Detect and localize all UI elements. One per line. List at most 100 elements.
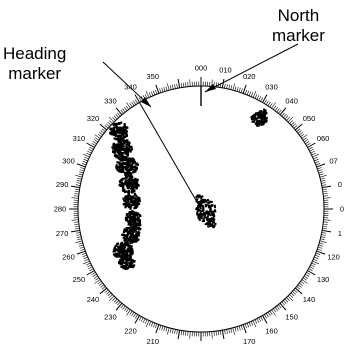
echo-speck xyxy=(131,180,134,183)
echo-speck xyxy=(210,219,213,222)
echo-speck xyxy=(133,219,136,222)
echo-speck xyxy=(118,128,122,131)
echo-speck xyxy=(200,217,203,220)
echo-speck xyxy=(200,205,203,208)
echo-speck xyxy=(113,148,116,151)
echo-speck xyxy=(122,137,125,140)
echo-speck xyxy=(263,108,266,111)
bearing-tick xyxy=(152,322,156,328)
bearing-tick xyxy=(281,301,285,306)
bearing-tick xyxy=(100,284,105,288)
bearing-tick xyxy=(286,117,290,121)
echo-speck xyxy=(132,211,135,214)
echo-speck xyxy=(130,195,133,198)
echo-speck xyxy=(260,114,263,117)
bearing-tick xyxy=(286,297,290,301)
bearing-tick xyxy=(246,90,250,96)
echo-speck xyxy=(120,170,123,173)
bearing-tick xyxy=(240,325,243,330)
echo-speck xyxy=(261,116,263,119)
bearing-tick xyxy=(167,83,170,91)
bearing-tick xyxy=(310,264,315,268)
echo-speck xyxy=(120,265,123,269)
echo-speck xyxy=(133,260,136,263)
echo-speck xyxy=(213,221,216,224)
echo-speck xyxy=(200,216,203,219)
bearing-tick xyxy=(101,128,106,132)
bearing-tick xyxy=(148,92,152,97)
echo-speck xyxy=(138,213,141,217)
bearing-tick xyxy=(211,331,213,339)
echo-speck xyxy=(126,243,130,246)
echo-speck xyxy=(124,267,127,270)
echo-speck xyxy=(128,262,131,265)
echo-speck xyxy=(132,220,135,223)
bearing-tick xyxy=(228,84,230,90)
bearing-tick xyxy=(131,311,135,317)
echo-speck xyxy=(118,150,121,153)
bearing-label: 010 xyxy=(219,66,232,75)
echo-speck xyxy=(127,157,130,161)
echo-speck xyxy=(127,230,130,233)
echo-speck xyxy=(115,255,118,258)
bearing-tick xyxy=(91,143,96,146)
echo-speck xyxy=(250,117,253,120)
bearing-label: 0 xyxy=(340,205,344,214)
bearing-tick xyxy=(106,123,110,127)
echo-speck xyxy=(123,123,126,126)
bearing-tick xyxy=(74,193,79,195)
bearing-tick xyxy=(76,236,82,238)
bearing-tick xyxy=(301,279,308,284)
echo-speck xyxy=(135,232,138,235)
echo-speck xyxy=(127,245,130,248)
echo-speck xyxy=(128,175,132,178)
echo-speck xyxy=(130,212,134,215)
bearing-tick xyxy=(248,91,252,96)
bearing-tick xyxy=(107,292,112,297)
bearing-tick xyxy=(135,99,138,104)
echo-speck xyxy=(121,152,124,155)
bearing-tick xyxy=(113,115,118,120)
echo-speck xyxy=(123,265,126,268)
bearing-tick xyxy=(108,116,115,123)
bearing-tick xyxy=(92,273,97,277)
echo-speck xyxy=(133,227,136,230)
bearing-tick xyxy=(221,330,225,340)
echo-speck xyxy=(126,171,130,174)
north-marker-callout: North marker xyxy=(272,6,325,46)
echo-speck xyxy=(134,165,137,168)
echo-speck xyxy=(263,119,266,122)
bearing-tick xyxy=(284,115,289,120)
echo-speck xyxy=(204,214,207,217)
bearing-tick xyxy=(273,308,277,313)
echo-speck xyxy=(121,257,124,260)
echo-speck xyxy=(131,165,134,168)
echo-speck xyxy=(118,254,121,257)
echo-speck xyxy=(127,148,130,151)
coastline-echo xyxy=(109,121,142,270)
echo-speck xyxy=(123,125,126,128)
echo-speck xyxy=(122,260,125,264)
echo-speck xyxy=(119,150,122,153)
heading-marker-callout: Heading marker xyxy=(3,44,66,84)
bearing-label: 140 xyxy=(303,295,316,304)
bearing-tick xyxy=(292,123,296,127)
bearing-tick xyxy=(274,307,278,312)
echo-speck xyxy=(130,146,133,149)
echo-speck xyxy=(112,144,115,147)
echo-speck xyxy=(209,218,212,221)
bearing-tick xyxy=(78,171,84,174)
bearing-tick xyxy=(234,86,237,91)
echo-speck xyxy=(125,158,128,161)
echo-speck xyxy=(122,145,125,148)
bearing-tick xyxy=(284,298,289,303)
echo-speck xyxy=(125,204,128,207)
echo-speck xyxy=(129,258,132,261)
bearing-tick xyxy=(238,325,241,331)
echo-speck xyxy=(121,147,124,151)
bearing-tick xyxy=(145,91,150,98)
echo-speck xyxy=(133,194,136,197)
echo-speck xyxy=(120,162,123,165)
echo-speck xyxy=(124,149,127,153)
bearing-tick xyxy=(125,105,129,110)
